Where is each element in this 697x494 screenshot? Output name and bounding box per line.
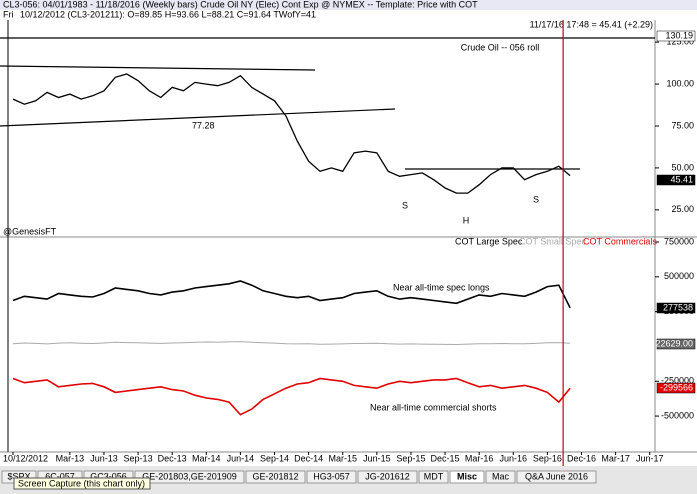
day: Fri [3, 9, 14, 19]
tab-label: GC3-056 [90, 471, 127, 481]
annotation: Near all-time spec longs [393, 282, 490, 292]
tab[interactable] [245, 470, 306, 484]
tab[interactable] [306, 470, 357, 484]
trendlines [0, 37, 655, 170]
y-tick-label: 25.00 [671, 204, 694, 214]
value-box [656, 382, 696, 394]
annotation: 77.28 [192, 120, 215, 130]
window-title: CL3-056: 04/01/1983 - 11/18/2016 (Weekly… [3, 0, 478, 9]
value-box [656, 338, 696, 350]
x-tick-label: Jun-14 [227, 453, 255, 463]
x-tick-label: Dec-16 [567, 453, 596, 463]
tab[interactable] [418, 470, 449, 484]
tab-label: 6C-057 [45, 471, 75, 481]
value-box-label: -299566 [660, 382, 693, 392]
x-tick-label: Dec-14 [294, 453, 323, 463]
value-box-label: 277538 [663, 302, 693, 312]
tab-label: GE-201812 [252, 471, 298, 481]
x-tick-label: Dec-15 [431, 453, 460, 463]
x-tick-label: 10/12/2012 [3, 453, 48, 463]
annotation: S [402, 200, 408, 210]
tooltip [13, 477, 151, 490]
legend-entry: COT Large Spec [455, 236, 523, 246]
x-tick-label: Jun-17 [636, 453, 664, 463]
chart-title: Crude Oil -- 056 roll [461, 42, 540, 52]
y-tick-label: 100.00 [666, 78, 694, 88]
value-box-label: 130.19 [665, 30, 693, 40]
x-tick-label: Mar-13 [56, 453, 85, 463]
tab-label: Q&A June 2016 [525, 471, 588, 481]
value-box [656, 174, 696, 186]
y-tick-label: 750000 [664, 236, 694, 246]
series-line [12, 280, 571, 309]
legend-entry: COT Small Spec [519, 236, 586, 246]
y-tick-label: 500000 [664, 271, 694, 281]
tooltip-text: Screen Capture (this chart only) [18, 478, 145, 488]
tab-label: HG3-057 [313, 471, 350, 481]
value-box [656, 302, 696, 314]
y-tick-label: 125.00 [666, 37, 694, 47]
annotation: Near all-time commercial shorts [370, 402, 497, 412]
x-tick-label: Dec-13 [158, 453, 187, 463]
x-tick-label: Jun-15 [363, 453, 391, 463]
x-tick-label: Sep-16 [533, 453, 562, 463]
tab-label: $SPX [7, 471, 30, 481]
y-tick-label: -250000 [661, 376, 694, 386]
series-line [12, 341, 571, 346]
tab-label: GE-201803,GE-201909 [142, 471, 237, 481]
tab[interactable] [449, 470, 485, 484]
x-tick-label: Sep-14 [260, 453, 289, 463]
tab[interactable] [485, 470, 516, 484]
annotation: S [533, 194, 539, 204]
tab-label: Mac [492, 471, 510, 481]
value-box-label: 45.41 [670, 174, 693, 184]
x-tick-label: Jun-13 [90, 453, 118, 463]
tab-label: Misc [457, 471, 477, 481]
x-tick-label: Jun-16 [500, 453, 528, 463]
y-tick-label: 75.00 [671, 120, 694, 130]
x-tick-label: Mar-14 [192, 453, 221, 463]
credit: @GenesisFT [3, 226, 57, 236]
x-tick-label: Sep-15 [396, 453, 425, 463]
cursor-info: 11/17/16 17:48 = 45.41 (+2.29) [530, 19, 653, 29]
tab-label: JG-201612 [365, 471, 410, 481]
x-tick-label: Mar-16 [465, 453, 494, 463]
series-line [12, 73, 571, 194]
y-tick-label: -500000 [661, 410, 694, 420]
tab[interactable] [516, 470, 597, 484]
x-tick-label: Mar-17 [601, 453, 630, 463]
title-bar [0, 0, 697, 10]
value-box [656, 30, 696, 42]
x-tick-label: Sep-13 [124, 453, 153, 463]
bar-info: 10/12/2012 (CL3-201211): O=89.85 H=93.66… [20, 9, 316, 19]
value-box-label: 22629.00 [655, 338, 693, 348]
series-line [12, 377, 571, 416]
legend-entry: COT Commercials [583, 236, 657, 246]
annotation: H [463, 215, 470, 225]
tab[interactable] [357, 470, 418, 484]
tab-label: MDT [424, 471, 444, 481]
tab[interactable] [134, 470, 245, 484]
x-tick-label: Mar-15 [328, 453, 357, 463]
y-tick-label: 50.00 [671, 162, 694, 172]
